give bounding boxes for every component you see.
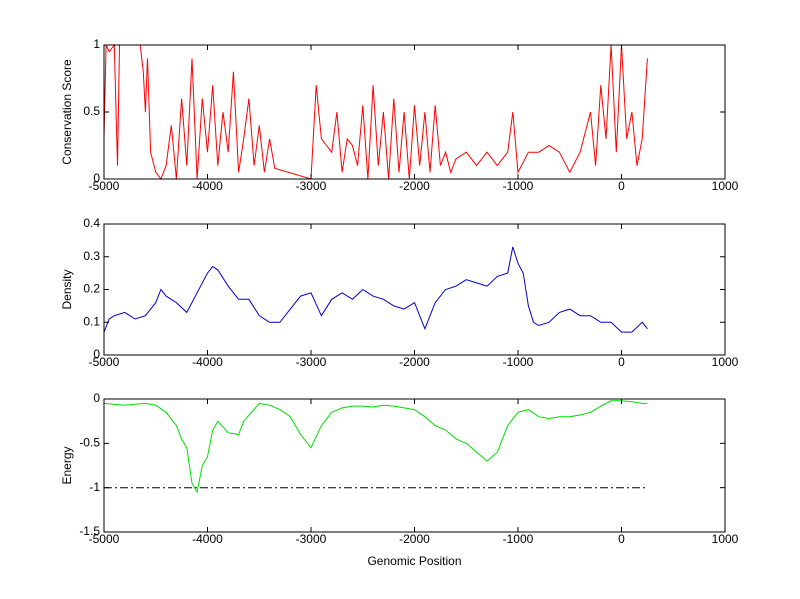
x-tick-label: 1000	[712, 355, 739, 369]
x-tick-label: -5000	[89, 355, 120, 369]
x-tick-label: -1000	[503, 179, 534, 193]
y-tick-label: -0.5	[79, 436, 100, 450]
x-tick-label: -1000	[503, 532, 534, 546]
y-tick-label: 0.3	[83, 249, 100, 263]
y-axis-label: Energy	[60, 446, 74, 484]
x-tick-label: 0	[618, 355, 625, 369]
x-tick-label: -2000	[399, 355, 430, 369]
y-tick-label: 0.4	[83, 216, 100, 230]
axes-frame	[103, 223, 726, 356]
y-tick-label: 1	[93, 37, 100, 51]
y-tick-label: -1.5	[79, 524, 100, 538]
x-tick-label: -5000	[89, 532, 120, 546]
x-tick-label: 0	[618, 179, 625, 193]
x-tick-label: -2000	[399, 532, 430, 546]
y-axis-label: Conservation Score	[60, 59, 74, 165]
x-tick-label: -1000	[503, 355, 534, 369]
axes-frame	[103, 398, 726, 533]
x-tick-label: -5000	[89, 179, 120, 193]
axes-box	[103, 398, 726, 533]
y-tick-label: 0	[93, 171, 100, 185]
y-tick-label: 0.2	[83, 282, 100, 296]
x-tick-label: -3000	[296, 179, 327, 193]
x-tick-label: -2000	[399, 179, 430, 193]
x-tick-label: 1000	[712, 179, 739, 193]
y-tick-label: 0.1	[83, 314, 100, 328]
y-tick-label: 0	[93, 391, 100, 405]
x-tick-label: 0	[618, 532, 625, 546]
series-line	[103, 246, 648, 333]
series-line	[103, 400, 648, 494]
y-axis-label: Density	[60, 269, 74, 309]
x-tick-label: -3000	[296, 355, 327, 369]
x-tick-label: -4000	[192, 532, 223, 546]
x-axis-label: Genomic Position	[367, 554, 461, 568]
y-tick-label: 0.5	[83, 104, 100, 118]
x-tick-label: -4000	[192, 179, 223, 193]
y-tick-label: 0	[93, 347, 100, 361]
axes-box	[103, 223, 726, 356]
series-line	[103, 43, 648, 181]
x-tick-label: -3000	[296, 532, 327, 546]
x-tick-label: -4000	[192, 355, 223, 369]
y-tick-label: -1	[89, 480, 100, 494]
x-tick-label: 1000	[712, 532, 739, 546]
axes-frame	[103, 44, 726, 180]
